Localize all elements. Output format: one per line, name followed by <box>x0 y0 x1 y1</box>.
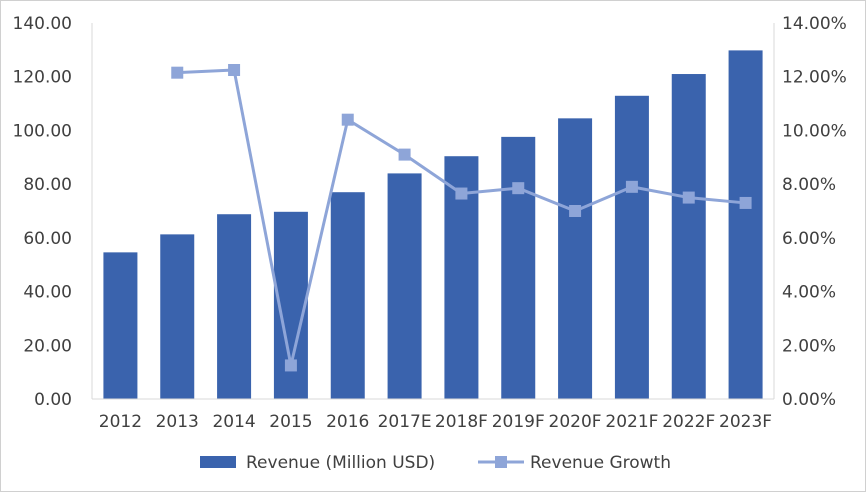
left-axis-tick-label: 120.00 <box>13 68 72 88</box>
x-axis-category-label: 2017E <box>378 412 432 432</box>
x-axis-category-label: 2014 <box>212 412 255 432</box>
revenue-bar <box>728 50 763 399</box>
right-axis-tick-label: 0.00% <box>782 390 836 410</box>
revenue-growth-marker <box>569 205 582 217</box>
revenue-growth-marker <box>682 191 695 204</box>
right-axis-tick-label: 4.00% <box>782 283 836 303</box>
revenue-growth-marker <box>171 66 184 79</box>
legend-marker-growth <box>495 456 507 468</box>
legend-label-growth: Revenue Growth <box>530 453 671 473</box>
right-axis-tick-label: 2.00% <box>782 336 836 356</box>
revenue-growth-marker <box>512 182 525 195</box>
x-axis-category-label: 2016 <box>326 412 369 432</box>
right-axis-tick-label: 12.00% <box>782 68 847 88</box>
x-axis-category-label: 2015 <box>269 412 312 432</box>
revenue-bar <box>330 192 365 399</box>
x-axis-category-label: 2018F <box>435 412 488 432</box>
right-axis-tick-label: 14.00% <box>782 14 847 34</box>
revenue-growth-marker <box>455 187 468 200</box>
revenue-bar <box>160 234 195 399</box>
right-axis-tick-label: 10.00% <box>782 121 847 141</box>
right-axis-tick-label: 6.00% <box>782 229 836 249</box>
revenue-bar <box>103 252 138 399</box>
x-axis-category-label: 2020F <box>549 412 602 432</box>
legend-swatch-revenue <box>200 456 236 468</box>
revenue-bar <box>217 214 252 399</box>
left-axis-tick-label: 100.00 <box>13 121 72 141</box>
revenue-growth-marker <box>341 113 354 126</box>
left-axis-tick-label: 20.00 <box>23 336 72 356</box>
revenue-growth-marker <box>284 359 297 372</box>
revenue-growth-marker <box>228 64 241 76</box>
left-axis-tick-label: 40.00 <box>23 283 72 303</box>
left-axis-tick-label: 60.00 <box>23 229 72 249</box>
left-axis-tick-label: 0.00 <box>34 390 72 410</box>
x-axis-category-label: 2022F <box>662 412 715 432</box>
legend-label-revenue: Revenue (Million USD) <box>246 453 435 473</box>
right-axis-tick-label: 8.00% <box>782 175 836 195</box>
x-axis-category-label: 2019F <box>492 412 545 432</box>
revenue-growth-marker <box>739 196 752 209</box>
revenue-bar <box>501 136 536 400</box>
left-axis-tick-label: 80.00 <box>23 175 72 195</box>
left-axis-tick-label: 140.00 <box>13 14 72 34</box>
x-axis-category-label: 2021F <box>605 412 658 432</box>
x-axis-category-label: 2023F <box>719 412 772 432</box>
revenue-bar <box>614 95 649 399</box>
revenue-bar <box>671 74 706 400</box>
revenue-growth-marker <box>398 148 411 161</box>
revenue-bar <box>387 173 422 399</box>
x-axis-category-label: 2013 <box>156 412 199 432</box>
x-axis-category-label: 2012 <box>99 412 142 432</box>
revenue-bar <box>558 118 593 399</box>
revenue-growth-marker <box>625 180 638 193</box>
